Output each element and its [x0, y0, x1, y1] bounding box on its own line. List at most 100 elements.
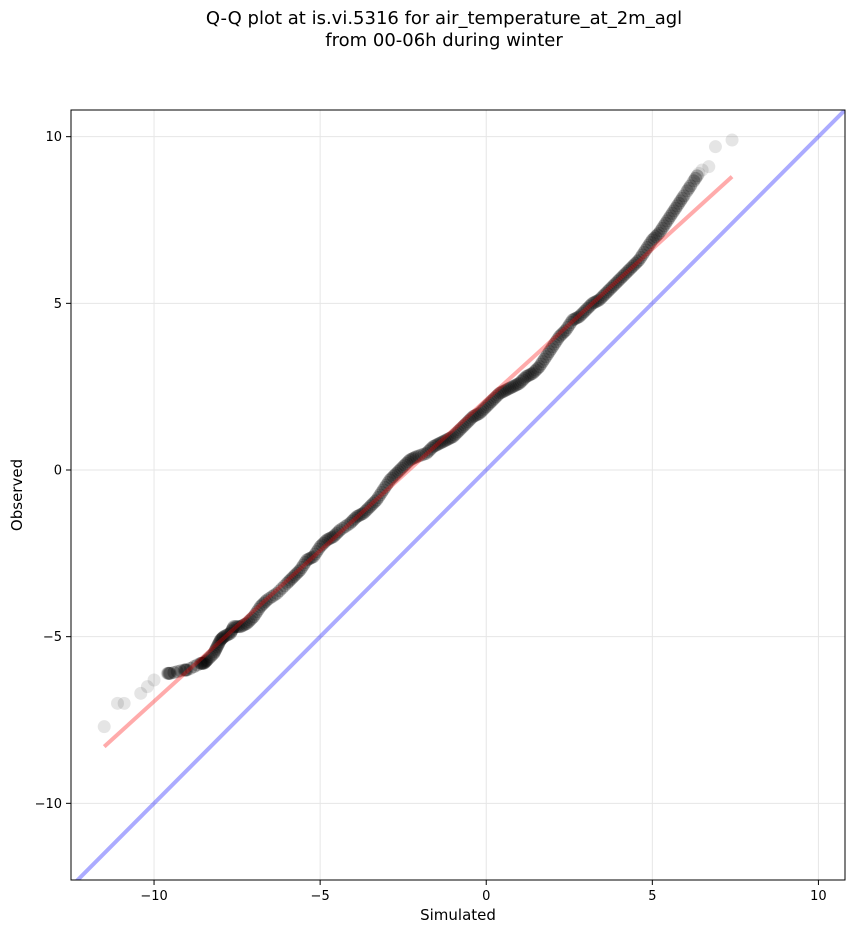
quantile-point [376, 483, 390, 497]
quantile-point [375, 486, 389, 499]
quantile-point [669, 201, 683, 215]
x-tick-label: −10 [140, 889, 167, 904]
quantile-point [453, 423, 467, 437]
quantile-point [326, 530, 340, 544]
quantile-point [216, 631, 230, 644]
quantile-point [589, 295, 603, 309]
quantile-point [235, 619, 249, 633]
quantile-point [298, 556, 312, 569]
quantile-point [494, 386, 508, 399]
quantile-point [443, 431, 457, 445]
quantile-point [328, 528, 342, 542]
quantile-point [243, 613, 257, 627]
quantile-point [275, 581, 289, 595]
quantile-point [637, 246, 651, 259]
quantile-point [630, 255, 644, 269]
chart-title: Q-Q plot at is.vi.5316 for air_temperatu… [0, 8, 854, 52]
quantile-point [614, 271, 628, 285]
quantile-point [564, 316, 578, 329]
quantile-point [557, 325, 571, 339]
quantile-point [373, 488, 387, 502]
quantile-point [232, 620, 246, 634]
quantile-point [225, 623, 239, 637]
quantile-point [368, 495, 382, 509]
chart-title-line-2: from 00-06h during winter [325, 30, 563, 51]
quantile-point [615, 270, 629, 284]
quantile-point [282, 575, 296, 589]
quantile-point [250, 605, 264, 619]
quantile-point [655, 221, 669, 235]
quantile-point [280, 576, 294, 590]
quantile-point [488, 391, 502, 405]
quantile-point [187, 660, 201, 674]
quantile-point [519, 370, 533, 384]
quantile-point [577, 305, 591, 319]
quantile-point [202, 651, 216, 665]
quantile-point [248, 607, 262, 621]
quantile-point [194, 656, 208, 670]
quantile-point [446, 430, 460, 444]
quantile-point [346, 513, 360, 527]
quantile-point [421, 445, 435, 459]
quantile-point [358, 505, 372, 519]
plot-area [74, 110, 845, 880]
quantile-point [204, 650, 218, 664]
quantile-point [336, 521, 350, 535]
quantile-point [645, 233, 659, 247]
quantile-point [478, 401, 492, 415]
quantile-point [383, 473, 397, 487]
quantile-point [292, 565, 306, 579]
quantile-point [318, 535, 332, 549]
quantile-point [333, 523, 347, 537]
quantile-point [240, 616, 254, 630]
quantile-point [619, 266, 633, 280]
quantile-point [213, 635, 227, 649]
quantile-point [635, 248, 649, 262]
quantile-point [695, 163, 709, 177]
quantile-point [428, 439, 442, 453]
quantile-point [562, 318, 576, 332]
quantile-point [650, 228, 664, 242]
quantile-point [479, 400, 493, 414]
quantile-point [546, 340, 560, 354]
quantile-point [320, 533, 334, 547]
quantile-point [272, 584, 286, 598]
quantile-point [419, 446, 433, 460]
quantile-point [380, 478, 394, 492]
quantile-point [199, 654, 213, 668]
quantile-point [323, 531, 337, 545]
quantile-point [355, 507, 369, 521]
quantile-point [664, 209, 678, 223]
quantile-point [680, 184, 694, 198]
quantile-point [404, 452, 418, 466]
quantile-point [170, 665, 184, 679]
x-tick-label: 10 [810, 889, 827, 904]
quantile-point [297, 558, 311, 572]
quantile-point [316, 536, 330, 550]
quantile-point [725, 133, 739, 147]
quantile-point [521, 369, 535, 383]
quantile-point [524, 367, 538, 381]
quantile-point [260, 593, 274, 607]
quantile-point [649, 230, 663, 244]
quantile-point [209, 643, 223, 657]
quantile-point [308, 547, 322, 561]
quantile-point [517, 371, 531, 385]
quantile-point [469, 408, 483, 422]
quantile-point [209, 641, 223, 655]
grid [71, 110, 845, 880]
quantile-point [647, 231, 661, 245]
quantile-point [672, 196, 686, 210]
quantile-point [702, 160, 716, 174]
quantile-point [400, 456, 414, 470]
quantile-point [581, 301, 595, 315]
quantile-point [617, 268, 631, 282]
quantile-point [506, 380, 520, 394]
quantile-point [223, 626, 237, 640]
quantile-point [162, 666, 176, 680]
quantile-point [313, 540, 327, 554]
quantile-point [675, 191, 689, 205]
quantile-point [242, 615, 256, 629]
quantile-point [483, 396, 497, 410]
